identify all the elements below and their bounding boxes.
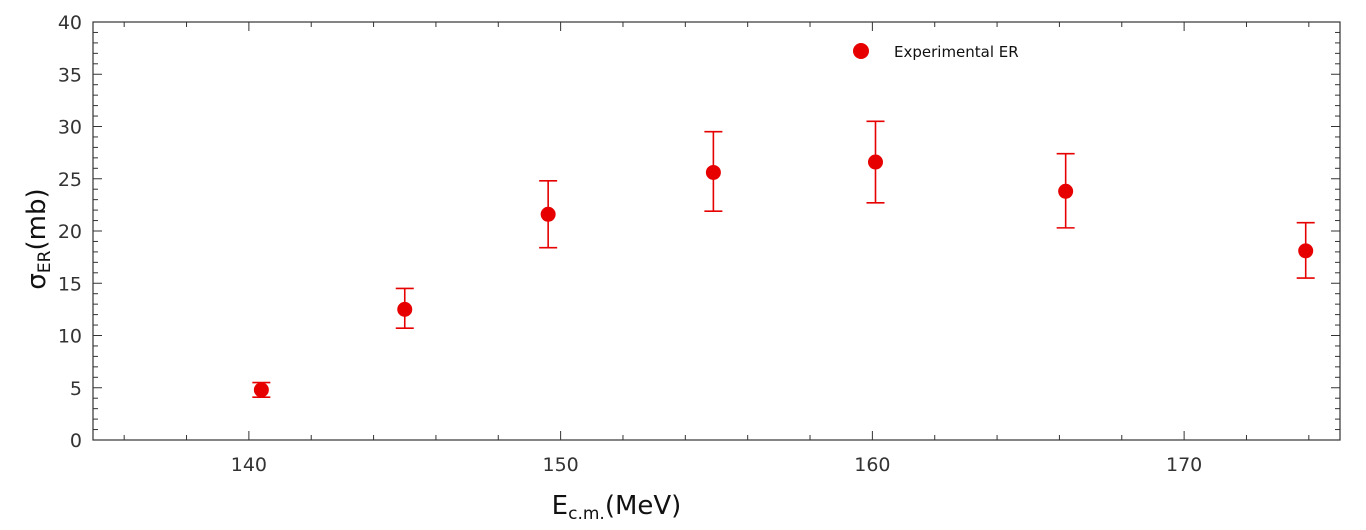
x-tick-label: 140 <box>231 454 267 476</box>
y-tick-label: 30 <box>58 117 82 139</box>
legend: Experimental ER <box>853 43 1019 61</box>
y-tick-label: 0 <box>70 430 82 452</box>
data-point <box>1058 183 1074 199</box>
plot-frame <box>92 21 1341 441</box>
data-point <box>867 154 883 170</box>
x-tick-label: 150 <box>542 454 578 476</box>
x-axis-title-sub: c.m. <box>568 504 605 524</box>
y-tick-label: 10 <box>58 326 82 348</box>
y-tick-label: 15 <box>58 273 82 295</box>
error-bars <box>252 120 1315 398</box>
y-tick-label: 25 <box>58 169 82 191</box>
data-point <box>397 301 413 317</box>
x-tick-label: 160 <box>854 454 890 476</box>
y-tick-label: 40 <box>58 12 82 34</box>
data-point <box>253 382 269 398</box>
ticks <box>93 21 1340 441</box>
y-axis-title: σER(mb) <box>22 188 55 289</box>
legend-label: Experimental ER <box>894 43 1019 61</box>
data-point <box>540 206 556 222</box>
data-point <box>705 164 721 180</box>
legend-marker-icon <box>853 43 869 59</box>
x-axis-title: Ec.m.(MeV) <box>552 491 682 524</box>
tick-labels: 140 150 160 170 0 5 10 15 20 25 30 35 40 <box>58 12 1202 476</box>
y-tick-label: 20 <box>58 221 82 243</box>
x-axis-title-unit: (MeV) <box>605 491 682 521</box>
y-tick-label: 5 <box>70 378 82 400</box>
y-axis-title-main: σ <box>22 273 52 289</box>
data-points <box>253 154 1314 398</box>
axes <box>92 21 1341 441</box>
x-tick-label: 170 <box>1166 454 1202 476</box>
y-axis-title-sub: ER <box>35 250 55 273</box>
x-axis-title-main: E <box>552 491 568 521</box>
y-tick-label: 35 <box>58 64 82 86</box>
data-point <box>1298 243 1314 259</box>
y-axis-title-unit: (mb) <box>22 188 52 250</box>
